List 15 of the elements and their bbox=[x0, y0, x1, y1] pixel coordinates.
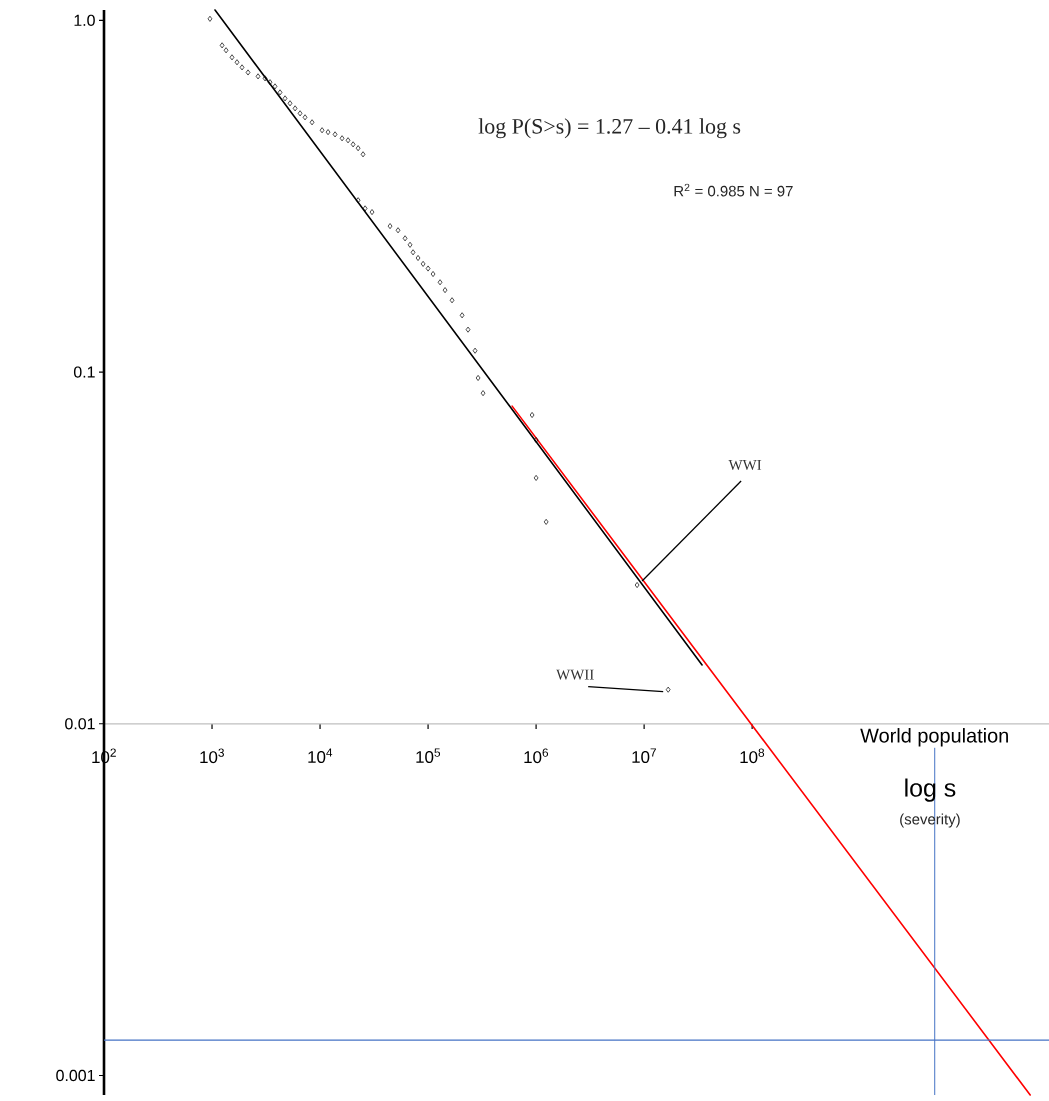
x-tick-label: 10$^{8}$ bbox=[740, 748, 765, 764]
y-tick-label: 0.01 bbox=[65, 718, 95, 730]
annotation: WWII bbox=[556, 669, 594, 680]
y-tick-label: 1.0 bbox=[74, 14, 95, 26]
x-tick-label: 10$^{5}$ bbox=[416, 748, 441, 764]
x-tick-label: 10$^{3}$ bbox=[200, 748, 224, 764]
annotation: log P(S>s) = 1.27 – 0.41 log s bbox=[478, 118, 741, 139]
x-tick-label: 10$^{6}$ bbox=[524, 748, 549, 764]
annotation: WWI bbox=[728, 460, 762, 471]
x-tick-label: 10$^{7}$ bbox=[632, 748, 656, 764]
y-tick-label: 0.001 bbox=[56, 1069, 95, 1082]
y-tick-label: 0.1 bbox=[73, 366, 95, 378]
ref-line-label: World population bbox=[860, 728, 1008, 747]
annotation: R$^{2}$ = 0.985 N = 97 bbox=[674, 183, 793, 197]
x-tick-label: 10$^{4}$ bbox=[308, 748, 333, 764]
